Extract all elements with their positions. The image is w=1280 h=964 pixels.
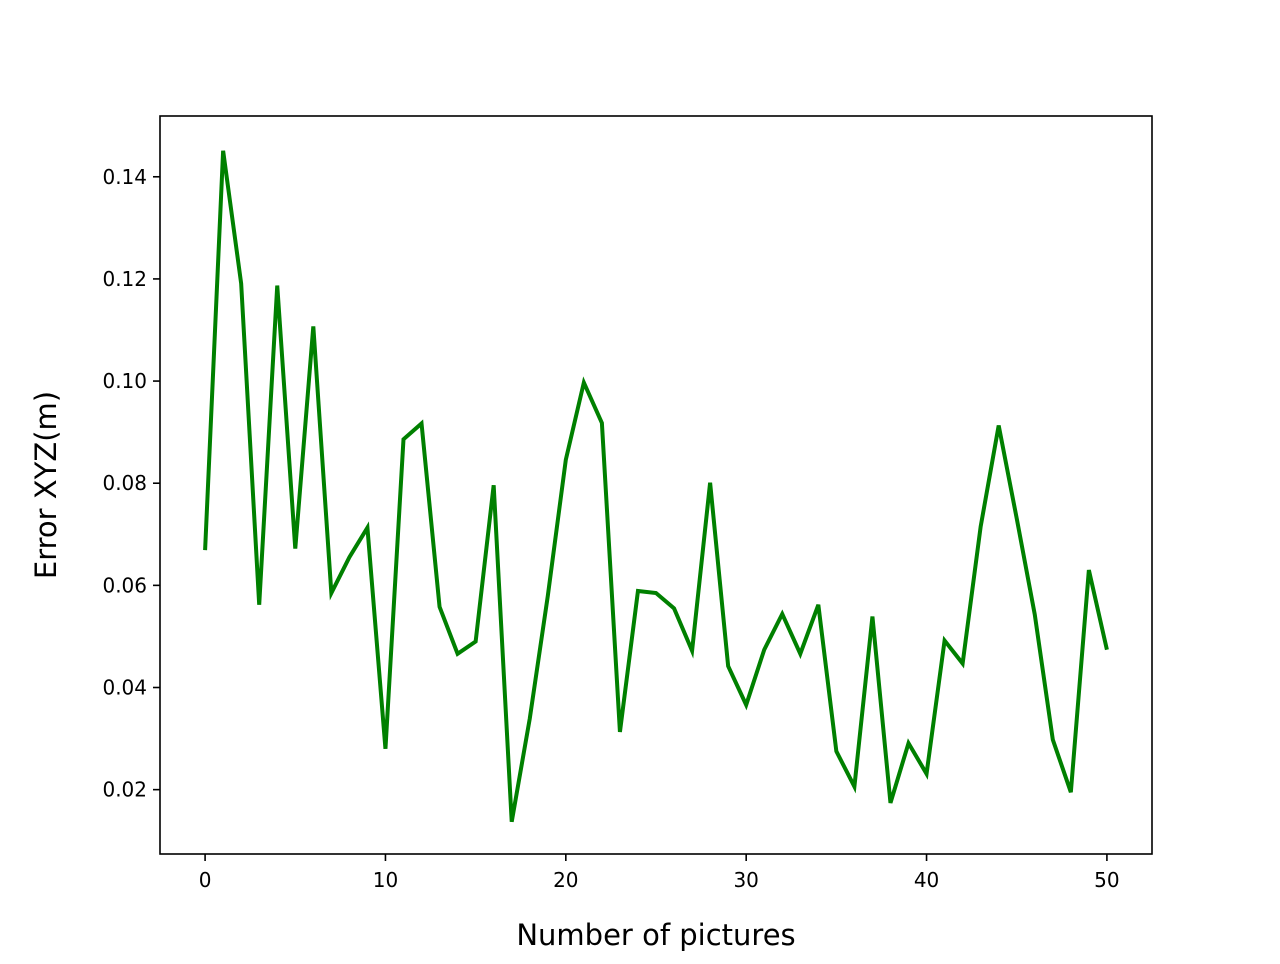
- x-axis-title: Number of pictures: [516, 918, 795, 952]
- y-tick-label: 0.12: [102, 267, 147, 291]
- x-tick-label: 10: [373, 868, 398, 892]
- y-axis-title: Error XYZ(m): [29, 391, 63, 579]
- plot-background: [160, 116, 1152, 854]
- x-tick-label: 50: [1094, 868, 1119, 892]
- y-tick-label: 0.04: [102, 676, 147, 700]
- x-tick-label: 30: [733, 868, 758, 892]
- x-tick-label: 0: [199, 868, 212, 892]
- y-tick-label: 0.08: [102, 471, 147, 495]
- x-tick-label: 40: [914, 868, 939, 892]
- plot-area: [160, 116, 1152, 854]
- y-tick-label: 0.06: [102, 573, 147, 597]
- series-line-0: [203, 150, 1109, 823]
- y-tick-label: 0.14: [102, 165, 147, 189]
- axis-labels: Number of pictures Error XYZ(m): [29, 391, 796, 952]
- y-tick-label: 0.10: [102, 369, 147, 393]
- axes: 0 10 20 30 40 50 0.02 0.04 0.06 0.08 0.10 0.12 0.14: [102, 115, 1153, 892]
- data-series: [203, 150, 1109, 823]
- plot-frame: [159, 115, 1153, 855]
- x-tick-label: 20: [553, 868, 578, 892]
- y-tick-label: 0.02: [102, 778, 147, 802]
